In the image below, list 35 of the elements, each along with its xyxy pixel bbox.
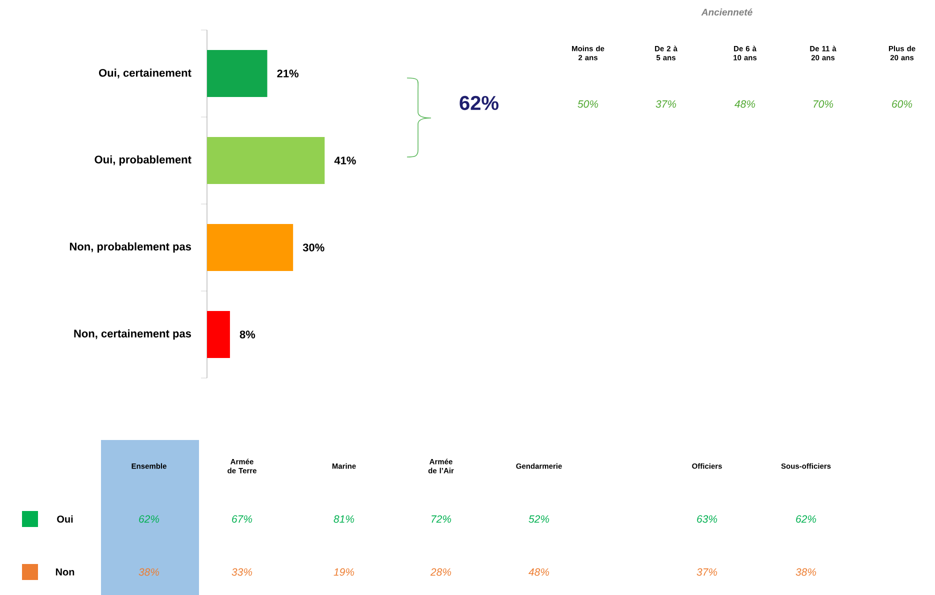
text: 62% (139, 515, 160, 523)
text: 62% (460, 96, 498, 110)
text: 67% (232, 515, 252, 523)
text: 28% (430, 568, 452, 576)
text: Ancienneté (701, 8, 752, 16)
text: 37% (656, 100, 676, 108)
y-tick-label: Oui, probablement (94, 155, 192, 166)
text: 38% (138, 568, 160, 576)
text: 37% (696, 568, 718, 576)
bar (207, 311, 230, 358)
data-label: 21% (277, 70, 299, 78)
text: 50% (578, 100, 598, 108)
text: 19% (334, 568, 354, 576)
category-label: Non (56, 568, 74, 576)
text: 72% (432, 515, 452, 523)
text: 63% (697, 515, 718, 523)
data-label: 41% (334, 156, 356, 164)
bar (207, 50, 268, 98)
data-label: 8% (240, 330, 256, 338)
text: 48% (528, 568, 550, 576)
category-label: Oui (57, 515, 73, 523)
y-tick-label: Non, probablement pas (70, 242, 192, 253)
y-tick-label: Non, certainement pas (74, 329, 191, 340)
text: 81% (334, 515, 354, 523)
bar (207, 137, 325, 184)
y-tick-label: Oui, certainement (99, 68, 192, 78)
bar (207, 224, 294, 272)
data-label: 30% (302, 244, 324, 252)
text: 70% (814, 100, 834, 108)
text: 38% (796, 568, 816, 576)
text: 60% (892, 100, 912, 108)
text: 52% (528, 515, 550, 523)
text: 33% (232, 568, 252, 576)
text: 62% (796, 515, 816, 523)
text: 48% (734, 100, 756, 108)
